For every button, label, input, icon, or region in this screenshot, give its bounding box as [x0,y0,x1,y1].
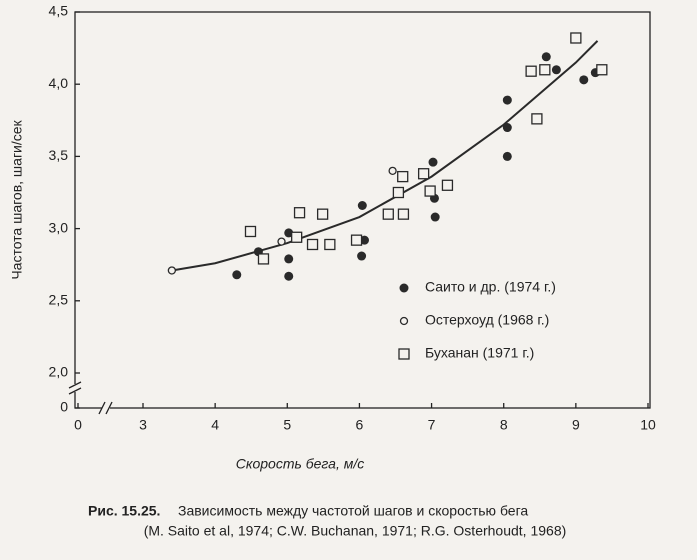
x-tick-label: 4 [211,417,219,433]
marker-square [316,208,329,220]
y-tick-label: 2,0 [49,364,69,380]
marker-filled-circle [357,251,367,261]
marker-filled-circle [284,228,294,238]
marker-square [392,186,405,199]
marker-square [397,170,409,183]
legend-label: Буханан (1971 г.) [425,345,534,361]
y-tick-label: 4,5 [49,3,69,19]
caption-text: Зависимость между частотой шагов и скоро… [178,503,528,519]
marker-square [291,231,303,243]
x-tick-label: 3 [139,417,147,433]
marker-square [539,64,551,76]
marker-square [257,253,270,265]
marker-filled-circle [357,200,367,210]
marker-filled-circle [430,212,440,222]
marker-filled-circle [284,271,294,281]
marker-square [417,168,430,180]
marker-square [350,234,363,246]
marker-square [293,207,306,219]
marker-square [525,65,537,77]
marker-filled-circle [284,254,294,264]
marker-square [398,348,410,360]
caption-source: (M. Saito et al, 1974; C.W. Buchanan, 19… [144,523,567,539]
marker-square [244,225,257,238]
marker-filled-circle [541,52,551,62]
x-tick-label: 7 [428,417,436,433]
marker-filled-circle [399,283,409,293]
y-tick-label: 3,0 [49,219,69,235]
plot-frame [74,11,651,409]
marker-square [596,64,608,76]
x-tick-label: 9 [572,417,580,433]
legend-label: Остерхоуд (1968 г.) [425,312,549,328]
marker-filled-circle [551,65,561,75]
marker-square [382,208,394,220]
marker-square [424,185,436,197]
marker-filled-circle [502,123,512,133]
caption-label: Рис. 15.25. [88,503,160,519]
x-tick-label: 0 [74,417,82,433]
y-tick-label: 2,5 [49,292,69,308]
marker-open-circle [388,166,397,175]
marker-open-circle [167,266,177,275]
x-tick-label: 5 [283,417,291,433]
y-tick-label: 3,5 [49,147,69,163]
marker-square [324,238,336,251]
x-tick-label: 6 [356,417,364,433]
axis-breaks [68,381,113,415]
y-tick-label: 4,0 [49,75,69,91]
marker-square [570,32,582,44]
marker-filled-circle [428,157,438,167]
marker-filled-circle [359,235,369,245]
x-axis-label: Скорость бега, м/с [236,456,364,472]
marker-open-circle [399,316,409,326]
marker-square [441,179,454,191]
legend-label: Саито и др. (1974 г.) [425,279,556,295]
marker-filled-circle [579,75,589,85]
marker-filled-circle [232,270,242,280]
marker-square [397,208,410,220]
marker-filled-circle [502,95,512,105]
y-tick-label: 0 [60,399,68,415]
marker-filled-circle [502,151,512,161]
x-tick-label: 10 [640,417,656,433]
y-axis-label: Частота шагов, шаги/сек [9,119,25,279]
marker-square [531,113,543,125]
marker-open-circle [277,237,286,246]
marker-square [306,238,319,251]
x-tick-label: 8 [500,417,508,433]
